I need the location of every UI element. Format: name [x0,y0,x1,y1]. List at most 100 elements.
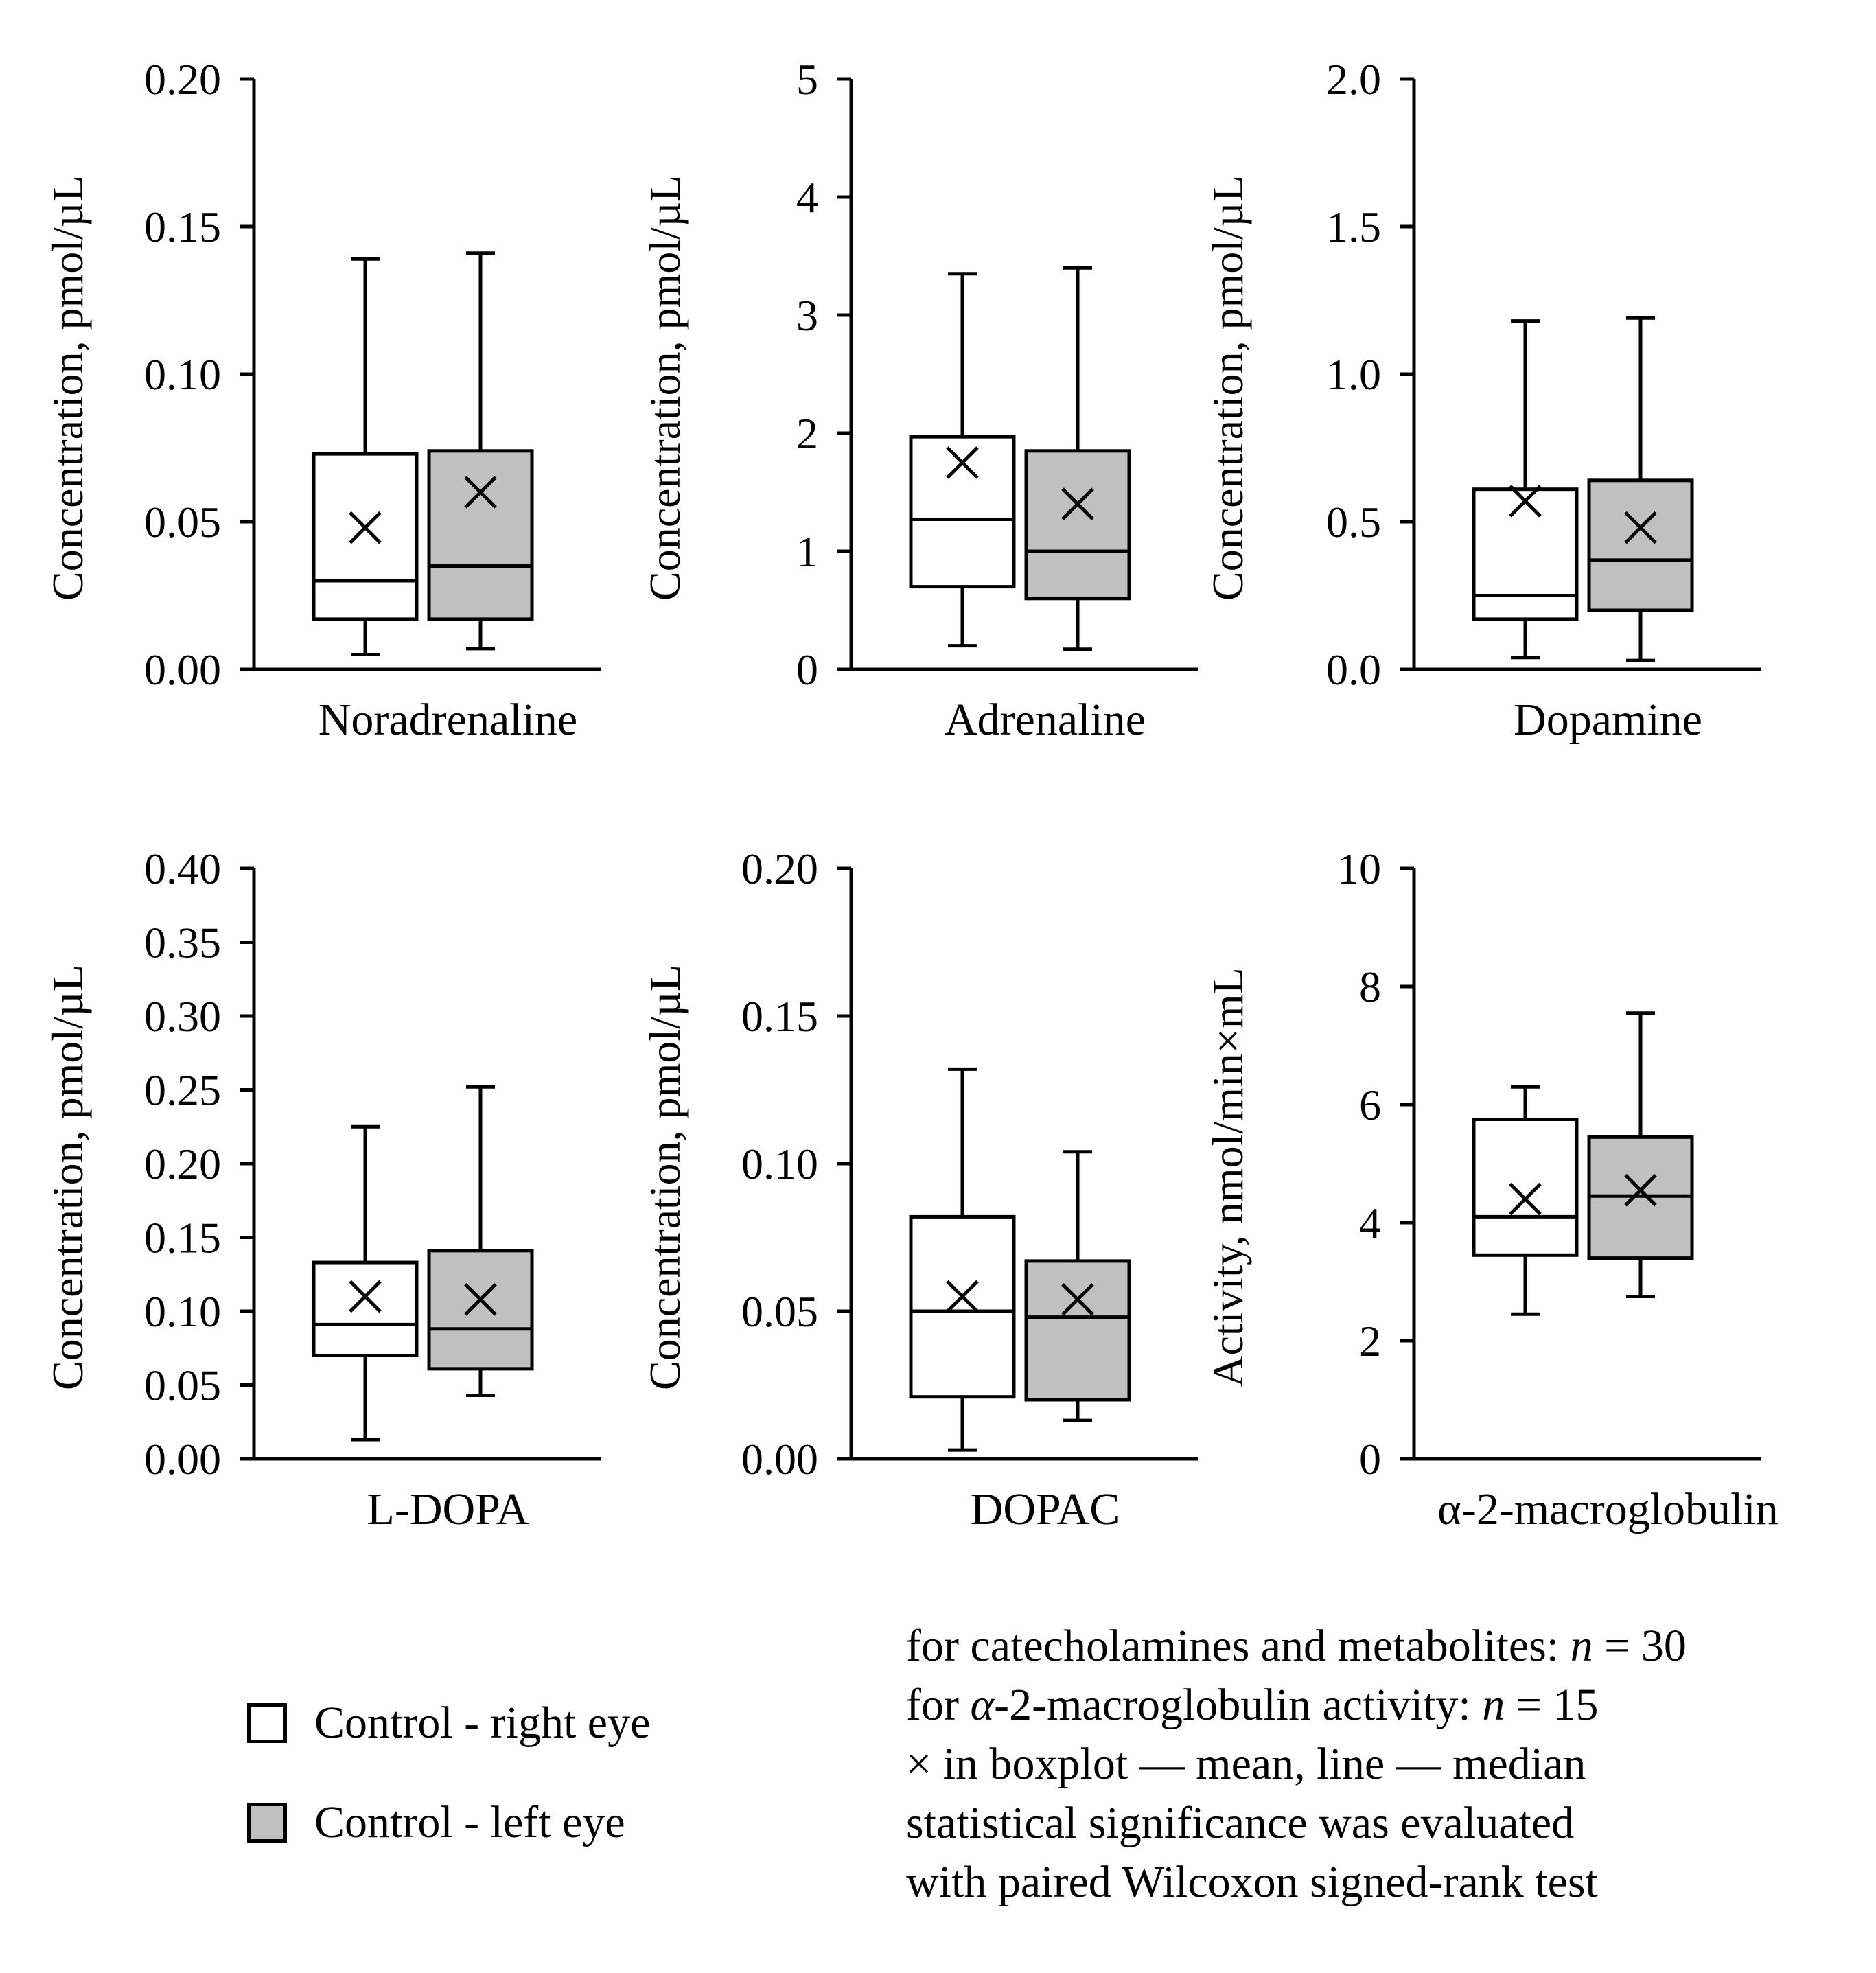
note-line-2-alpha: α [970,1680,995,1730]
y-axis-label: Concentration, pmol/µL [1203,175,1252,601]
figure-notes: for catecholamines and metabolites: n = … [906,1617,1867,1912]
y-tick-label: 0.0 [1326,645,1381,694]
box-right-eye [312,257,419,656]
box-iqr [909,435,1016,589]
note-line-5: with paired Wilcoxon signed-rank test [906,1857,1598,1907]
mean-marker [1624,1173,1657,1207]
y-tick-label: 0.35 [144,919,221,967]
box-iqr [1472,487,1579,621]
mean-marker-stroke-2 [1624,1173,1657,1207]
chart-adrenaline: 0 1 2 3 4 5 Concentration, pmol/µL Adrenaline [640,55,1198,745]
y-tick-label: 0.20 [144,1140,221,1188]
box-iqr [1472,1118,1579,1257]
y-tick-label: 0.05 [144,1361,221,1410]
y-tick-label: 6 [1359,1081,1381,1129]
note-line-1-suffix: = 30 [1593,1621,1687,1671]
mean-marker-stroke-2 [946,446,979,479]
note-line-1: for catecholamines and metabolites: n = … [906,1617,1867,1676]
note-line-1-n: n [1570,1621,1593,1671]
legend-item-right-eye: Control - right eye [247,1698,650,1748]
y-tick-label: 0.10 [144,350,221,399]
box-left-eye [1587,1011,1694,1298]
box-left-eye [1587,316,1694,662]
mean-marker [946,1280,979,1313]
mean-marker [1624,511,1657,544]
y-axis-label: Activity, nmol/min×mL [1203,967,1252,1387]
y-tick-label: 0.40 [144,844,221,893]
mean-marker [1509,1182,1542,1216]
y-tick-label: 1 [796,527,818,576]
y-tick-label: 0.20 [741,844,818,893]
box-left-eye [427,251,534,651]
y-tick-label: 1.0 [1326,350,1381,399]
legend-item-left-eye: Control - left eye [247,1797,625,1847]
chart-noradrenaline: 0.00 0.05 0.10 0.15 0.20 Concentration, pmol/… [43,55,601,745]
note-line-4: statistical significance was evaluated [906,1798,1575,1848]
note-line-2-mid: -2-macroglobulin activity: [994,1680,1483,1730]
mean-marker-stroke-2 [1509,1182,1542,1216]
mean-marker-stroke-2 [946,1280,979,1313]
y-tick-label: 0.15 [144,203,221,251]
legend-swatch-right-eye [247,1703,287,1743]
x-axis-label: L-DOPA [367,1484,529,1534]
x-axis-label: DOPAC [971,1484,1120,1534]
panel-a2m: 0 2 4 6 8 10 Activity, nmol/min×mL α-2-macroglo… [1160,789,1779,1534]
panel-dopac: 0.00 0.05 0.10 0.15 0.20 Concentration, pmol/… [597,789,1215,1534]
y-tick-label: 0.30 [144,992,221,1041]
mean-marker [1509,485,1542,518]
y-tick-label: 10 [1337,844,1381,893]
note-line-2-prefix: for [906,1680,971,1730]
note-line-2-suffix: = 15 [1505,1680,1599,1730]
box-iqr [1587,478,1694,612]
box-iqr [1024,449,1131,601]
box-left-eye [1024,1150,1131,1422]
y-axis-label: Concentration, pmol/µL [640,175,689,601]
y-tick-label: 0.25 [144,1066,221,1115]
box-iqr [312,1260,419,1357]
box-iqr [427,1249,534,1371]
y-tick-label: 2 [1359,1317,1381,1365]
mean-marker-stroke-2 [1624,511,1657,544]
mean-marker-stroke-2 [1061,487,1094,520]
y-tick-label: 0.00 [144,645,221,694]
mean-marker [1061,1283,1094,1316]
y-tick-label: 0.05 [741,1287,818,1336]
y-tick-label: 0.05 [144,498,221,546]
y-tick-label: 1.5 [1326,203,1381,251]
y-tick-label: 0.10 [741,1140,818,1188]
mean-marker-stroke-2 [349,511,382,544]
mean-marker-stroke-2 [1509,485,1542,518]
note-line-2: for α-2-macroglobulin activity: n = 15 [906,1676,1867,1735]
note-line-2-n: n [1482,1680,1505,1730]
panel-noradrenaline: 0.00 0.05 0.10 0.15 0.20 Concentration, pmol/… [0,0,618,745]
box-iqr [427,449,534,621]
y-axis-label: Concentration, pmol/µL [640,965,689,1390]
mean-marker [349,511,382,544]
y-tick-label: 0.15 [144,1214,221,1262]
mean-marker-stroke-2 [464,476,497,509]
y-tick-label: 0.5 [1326,498,1381,546]
chart-dopac: 0.00 0.05 0.10 0.15 0.20 Concentration, pmol/… [640,844,1198,1534]
mean-marker [1061,487,1094,520]
y-tick-label: 0 [1359,1435,1381,1484]
box-right-eye [909,1067,1016,1452]
mean-marker-stroke-2 [464,1283,497,1316]
chart-dopamine: 0.0 0.5 1.0 1.5 2.0 Concentration, pmol/µL Dop… [1203,55,1761,745]
y-tick-label: 4 [796,173,818,222]
legend-label-left-eye: Control - left eye [314,1797,625,1847]
x-axis-label: Noradrenaline [319,695,577,745]
mean-marker [464,1283,497,1316]
mean-marker [946,446,979,479]
note-line-3: × in boxplot — mean, line — median [906,1739,1586,1789]
x-axis-label: α-2-macroglobulin [1437,1484,1778,1534]
legend-swatch-left-eye [247,1803,287,1843]
panel-l-dopa: 0.00 0.05 0.10 0.15 0.20 0.25 0.30 0.35 0.40 Conc… [0,789,618,1534]
x-axis-label: Adrenaline [945,695,1146,745]
mean-marker [349,1280,382,1313]
chart-l-dopa: 0.00 0.05 0.10 0.15 0.20 0.25 0.30 0.35 0.40 Conc… [43,844,601,1534]
y-tick-label: 0.00 [741,1435,818,1484]
y-tick-label: 0.10 [144,1287,221,1336]
box-iqr [312,452,419,621]
note-line-1-prefix: for catecholamines and metabolites: [906,1621,1571,1671]
y-tick-label: 0 [796,645,818,694]
